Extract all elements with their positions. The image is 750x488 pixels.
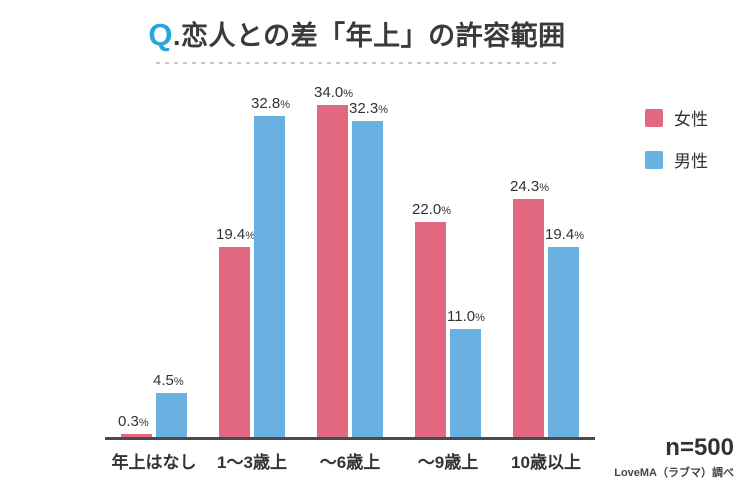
title-block: Q.恋人との差「年上」の許容範囲 [0,14,714,64]
bar-male: 32.8% [251,95,290,437]
category-label: 10歳以上 [511,453,581,472]
value-label: 34.0% [314,83,353,101]
value-label: 19.4% [216,226,255,244]
male-color-swatch [645,150,663,169]
value-label: 4.5% [153,372,184,389]
category-label: 1〜3歳上 [217,453,287,472]
bar-female: 34.0% [314,84,353,437]
category-label: 〜6歳上 [319,453,381,472]
legend-label-female: 女性 [674,110,708,129]
value-label: 24.3% [510,178,549,196]
value-label: 22.0% [412,200,451,218]
bar-pair: 19.4% 32.8% [216,95,290,437]
value-label: 11.0% [447,308,485,326]
page-title: Q.恋人との差「年上」の許容範囲 [0,14,714,53]
legend-item-male: 男性 [645,147,708,172]
footer: n=500 LoveMA（ラブマ）調べ [614,433,734,480]
bar-pair: 22.0% 11.0% [412,201,485,437]
bar-male: 4.5% [153,372,187,437]
bar-female: 19.4% [216,226,255,437]
bar-male: 11.0% [447,308,485,437]
title-underline-dashed [156,62,558,64]
bar-chart: 0.3% 4.5% 年上はなし 19.4% 32.8% 1〜3歳上 34.0% 32.3% 〜6… [105,84,595,472]
category-label: 〜9歳上 [417,453,479,472]
legend: 女性 男性 [645,105,708,189]
value-label: 0.3% [118,413,149,431]
source-note: LoveMA（ラブマ）調べ [614,467,734,479]
category-label: 年上はなし [111,453,197,472]
legend-item-female: 女性 [645,105,708,130]
bar-pair: 0.3% 4.5% [118,372,187,437]
legend-label-male: 男性 [674,152,708,171]
bar-male: 19.4% [545,226,584,437]
bar-female: 0.3% [118,413,152,437]
bar-female: 22.0% [412,201,451,437]
bar-female: 24.3% [510,178,549,437]
title-q-prefix: Q [148,17,173,52]
bar-group: 22.0% 11.0% 〜9歳上 [399,85,497,472]
sample-size: n=500 [665,433,734,461]
bar-group: 19.4% 32.8% 1〜3歳上 [203,85,301,472]
bar-group: 0.3% 4.5% 年上はなし [105,85,203,472]
bar-group: 34.0% 32.3% 〜6歳上 [301,84,399,472]
value-label: 19.4% [545,226,584,244]
bar-group: 24.3% 19.4% 10歳以上 [497,85,595,472]
female-color-swatch [645,108,663,127]
bar-pair: 24.3% 19.4% [510,178,584,437]
value-label: 32.8% [251,95,290,113]
bar-pair: 34.0% 32.3% [314,84,388,437]
bar-groups: 0.3% 4.5% 年上はなし 19.4% 32.8% 1〜3歳上 34.0% 32.3% 〜6… [105,84,595,472]
title-text: .恋人との差「年上」の許容範囲 [172,21,566,51]
bar-male: 32.3% [349,100,388,437]
value-label: 32.3% [349,100,388,118]
